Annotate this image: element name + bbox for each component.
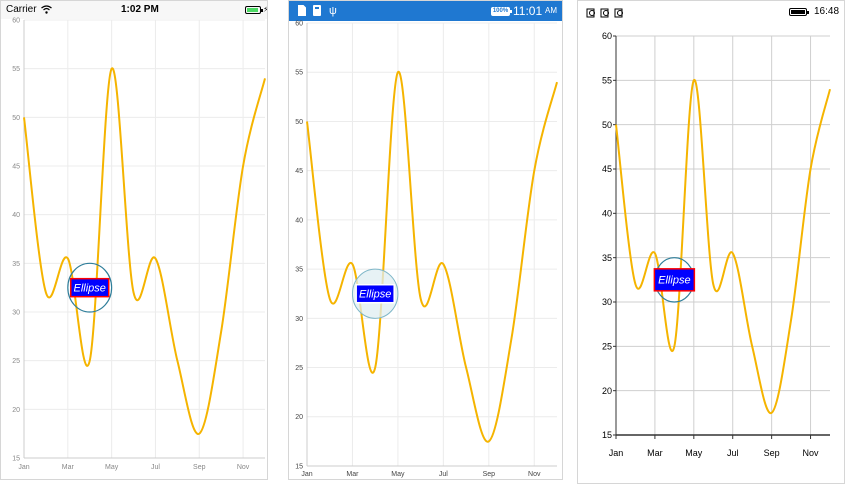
y-tick-label: 55 — [12, 66, 20, 73]
x-tick-label: Mar — [62, 464, 75, 471]
ios-status-bar: Carrier 1:02 PM ⚡ — [1, 1, 267, 19]
y-tick-label: 20 — [602, 386, 612, 396]
x-tick-label: Jan — [609, 448, 624, 458]
y-tick-label: 55 — [295, 70, 303, 77]
y-tick-label: 20 — [295, 414, 303, 421]
y-tick-label: 45 — [295, 168, 303, 175]
chart-gridlines — [615, 35, 830, 436]
sim-card-icon — [298, 1, 306, 21]
annotation-label-box — [653, 268, 696, 292]
y-tick-label: 25 — [295, 365, 303, 372]
series-line — [615, 79, 831, 414]
y-tick-label: 60 — [295, 20, 303, 27]
y-tick-label: 40 — [602, 208, 612, 218]
x-tick-label: Sep — [764, 448, 780, 458]
y-tick-label: 35 — [12, 261, 20, 268]
notification-icons — [586, 8, 623, 18]
x-tick-label: Jan — [301, 471, 312, 478]
y-tick-label: 45 — [602, 164, 612, 174]
status-time: 1:02 PM — [121, 4, 159, 15]
line-chart: 15 20 25 30 35 40 45 50 55 60 Jan Mar May Jul Sep Nov El… — [295, 20, 558, 478]
x-tick-label: Nov — [803, 448, 820, 458]
y-tick-label: 55 — [602, 75, 612, 85]
y-tick-label: 25 — [12, 358, 20, 365]
x-tick-label: May — [685, 448, 703, 458]
android-device-frame: ψ 100% 11:01 AM 15 20 25 30 35 40 45 50 55 60 Jan M… — [288, 0, 563, 480]
x-tick-label: Jul — [727, 448, 739, 458]
y-tick-label: 30 — [12, 309, 20, 316]
y-tick-label: 50 — [602, 120, 612, 130]
wifi-icon — [41, 5, 52, 14]
chart-gridlines — [23, 19, 265, 459]
y-tick-label: 60 — [602, 31, 612, 41]
x-tick-label: Jan — [18, 464, 29, 471]
line-chart: 15 20 25 30 35 40 45 50 55 60 Jan Mar May Jul Sep Nov El… — [12, 17, 266, 471]
battery-icon: 100% — [491, 7, 512, 16]
y-tick-label: 35 — [602, 253, 612, 263]
y-tick-label: 45 — [12, 163, 20, 170]
ios-device-frame: Carrier 1:02 PM ⚡ 15 20 25 30 35 40 45 50 55 60 Ja… — [0, 0, 268, 480]
y-tick-label: 40 — [12, 212, 20, 219]
battery-percent-label: 100% — [492, 8, 509, 14]
battery-icon — [245, 6, 263, 14]
y-tick-label: 25 — [602, 341, 612, 351]
y-tick-label: 50 — [295, 119, 303, 126]
x-tick-label: May — [391, 471, 405, 478]
x-tick-label: Nov — [237, 464, 250, 471]
x-tick-label: Nov — [528, 471, 541, 478]
line-chart: 15 20 25 30 35 40 45 50 55 60 Jan Mar May Jul Sep Nov El… — [602, 31, 831, 458]
annotation-label-box — [355, 283, 395, 304]
x-tick-label: Sep — [483, 471, 496, 478]
status-time-ampm: AM — [545, 6, 557, 15]
y-tick-label: 40 — [295, 217, 303, 224]
y-tick-label: 15 — [295, 463, 303, 470]
x-tick-label: Sep — [193, 464, 206, 471]
sd-card-icon — [313, 1, 321, 21]
y-tick-label: 20 — [12, 407, 20, 414]
y-tick-label: 35 — [295, 267, 303, 274]
y-tick-label: 30 — [602, 297, 612, 307]
series-line — [306, 71, 558, 443]
status-time: 11:01 — [513, 4, 543, 18]
x-tick-label: Mar — [647, 448, 663, 458]
x-tick-label: Jul — [439, 471, 448, 478]
x-tick-label: Mar — [346, 471, 359, 478]
android-status-bar: ψ 100% 11:01 AM — [289, 1, 562, 21]
annotation-label: Ellipse — [74, 283, 106, 295]
charging-bolt-icon: ⚡ — [263, 1, 267, 19]
carrier-label: Carrier — [6, 4, 37, 15]
annotation-label-box — [69, 277, 110, 298]
x-tick-label: Jul — [151, 464, 160, 471]
y-tick-label: 15 — [602, 430, 612, 440]
y-tick-label: 30 — [295, 316, 303, 323]
usb-icon: ψ — [329, 5, 337, 17]
annotation-ellipse — [67, 262, 113, 313]
series-line — [23, 67, 266, 435]
uwp-device-frame: 16:48 15 20 25 30 35 40 45 50 55 60 Jan Mar May Jul Se… — [577, 0, 845, 484]
x-tick-label: May — [105, 464, 119, 471]
chart-gridlines — [306, 22, 557, 467]
annotation-label: Ellipse — [658, 275, 690, 287]
y-tick-label: 50 — [12, 115, 20, 122]
uwp-status-bar: 16:48 — [578, 1, 844, 23]
battery-icon — [789, 8, 809, 16]
status-time: 16:48 — [814, 6, 840, 17]
y-tick-label: 15 — [12, 455, 20, 462]
annotation-label: Ellipse — [359, 289, 391, 301]
y-tick-label: 60 — [12, 17, 20, 24]
